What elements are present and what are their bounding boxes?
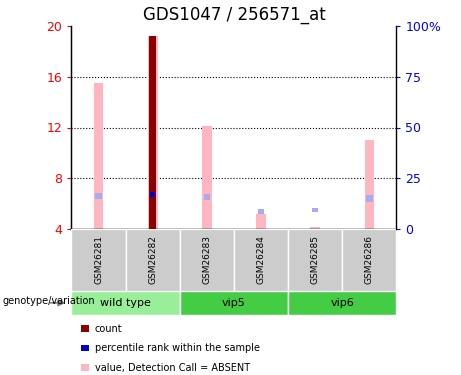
- Bar: [94, 83, 103, 229]
- Text: value, Detection Call = ABSENT: value, Detection Call = ABSENT: [95, 363, 249, 372]
- Text: count: count: [95, 324, 122, 333]
- Bar: [71, 229, 125, 291]
- Bar: [180, 229, 234, 291]
- Bar: [342, 229, 396, 291]
- Text: GSM26281: GSM26281: [94, 235, 103, 284]
- Bar: [256, 214, 266, 229]
- Bar: [149, 36, 156, 229]
- Text: vip5: vip5: [222, 298, 246, 308]
- Text: genotype/variation: genotype/variation: [2, 296, 95, 306]
- Bar: [234, 229, 288, 291]
- Bar: [312, 207, 319, 212]
- Bar: [310, 228, 320, 229]
- Bar: [125, 229, 180, 291]
- Text: GSM26285: GSM26285: [311, 235, 320, 284]
- Text: GSM26286: GSM26286: [365, 235, 374, 284]
- Text: GSM26282: GSM26282: [148, 235, 157, 284]
- Bar: [149, 191, 156, 198]
- Bar: [258, 210, 264, 214]
- Text: percentile rank within the sample: percentile rank within the sample: [95, 343, 260, 353]
- Text: GSM26283: GSM26283: [202, 235, 212, 284]
- Text: vip6: vip6: [331, 298, 354, 308]
- Bar: [202, 126, 212, 229]
- Bar: [204, 194, 210, 200]
- Bar: [180, 291, 288, 315]
- Bar: [365, 140, 374, 229]
- Text: wild type: wild type: [100, 298, 151, 308]
- Bar: [71, 291, 180, 315]
- Bar: [288, 291, 396, 315]
- Text: GSM26284: GSM26284: [256, 235, 266, 284]
- Bar: [288, 229, 342, 291]
- Title: GDS1047 / 256571_at: GDS1047 / 256571_at: [142, 6, 325, 24]
- Bar: [150, 192, 155, 197]
- Bar: [148, 36, 158, 229]
- Bar: [366, 195, 372, 201]
- Bar: [95, 193, 102, 199]
